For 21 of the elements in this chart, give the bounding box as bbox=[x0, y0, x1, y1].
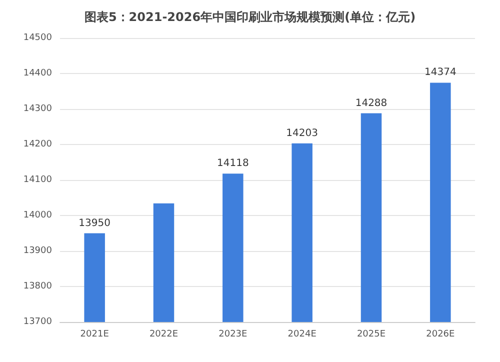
y-tick-label: 14300 bbox=[23, 104, 52, 114]
x-tick-label: 2021E bbox=[80, 330, 110, 340]
y-tick-label: 14100 bbox=[23, 175, 52, 185]
data-label: 13950 bbox=[78, 218, 110, 229]
y-tick-label: 13900 bbox=[23, 246, 52, 256]
y-tick-label: 13700 bbox=[23, 317, 52, 327]
x-tick-label: 2024E bbox=[288, 330, 317, 340]
x-tick-label: 2022E bbox=[149, 330, 178, 340]
y-tick-label: 14500 bbox=[23, 33, 52, 43]
data-label: 14203 bbox=[286, 128, 318, 139]
chart-title: 图表5：2021-2026年中国印刷业市场规模预测(单位：亿元) bbox=[84, 10, 416, 24]
y-tick-label: 14200 bbox=[23, 140, 52, 150]
y-tick-label: 13800 bbox=[23, 282, 52, 292]
x-tick-label: 2025E bbox=[356, 330, 386, 340]
y-tick-label: 14000 bbox=[23, 210, 52, 220]
x-tick-label: 2026E bbox=[426, 330, 456, 340]
data-label: 14118 bbox=[217, 158, 249, 170]
data-label: 14374 bbox=[424, 67, 456, 78]
data-label: 14288 bbox=[355, 98, 388, 109]
y-tick-label: 14400 bbox=[23, 68, 52, 78]
x-tick-label: 2023E bbox=[218, 330, 248, 340]
